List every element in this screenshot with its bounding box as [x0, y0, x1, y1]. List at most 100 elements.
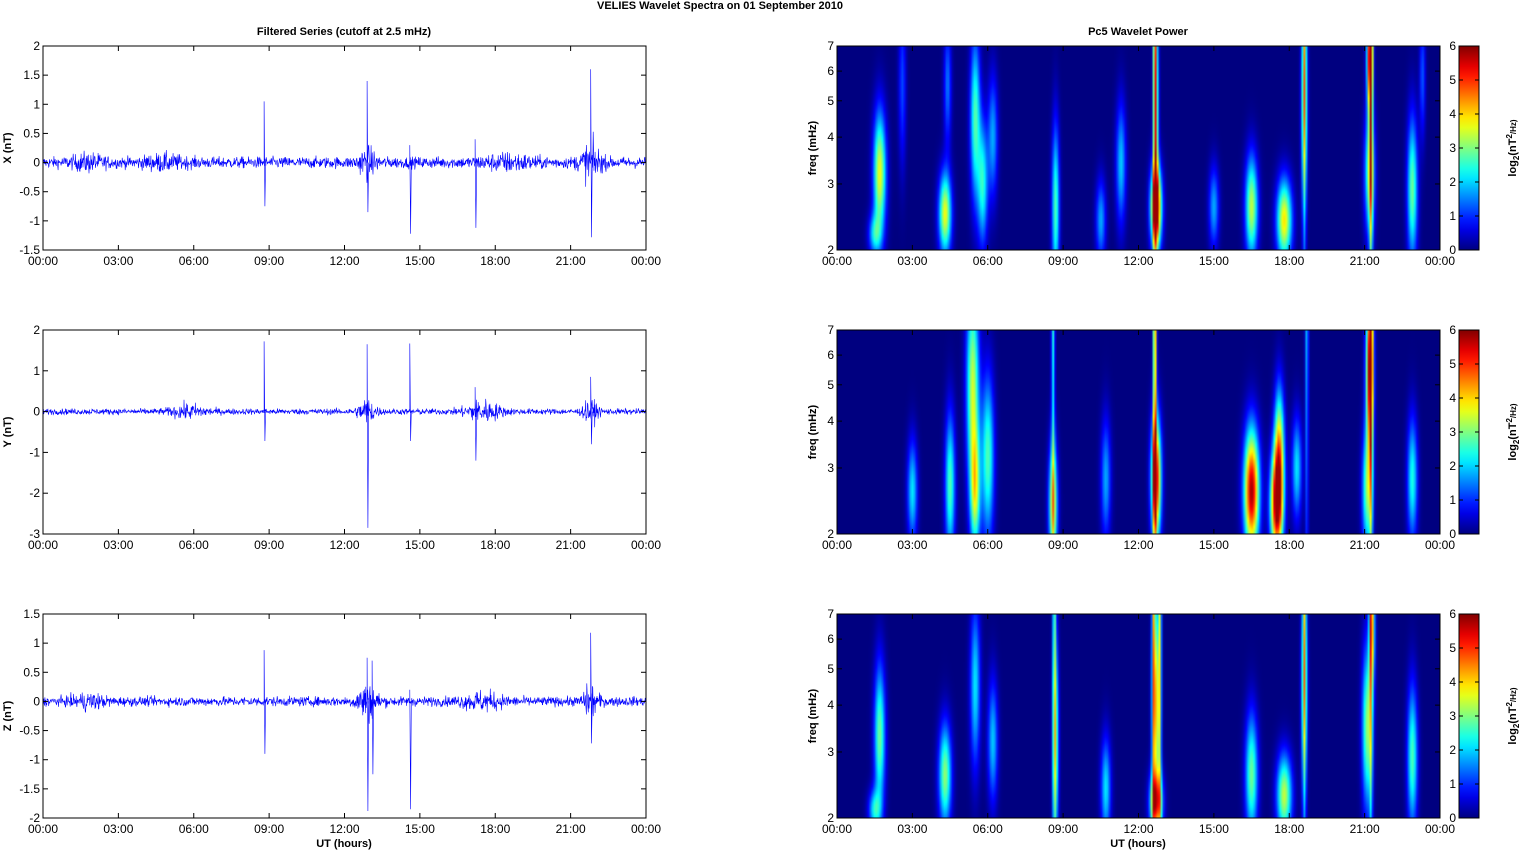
colorbar-label-part: /Hz)	[1509, 403, 1518, 418]
x-tick-label: 00:00	[822, 254, 852, 268]
left-column-title: Filtered Series (cutoff at 2.5 mHz)	[257, 26, 432, 38]
x-tick-label: 00:00	[28, 822, 58, 836]
x-tick-label: 15:00	[405, 822, 435, 836]
left-xlabel: UT (hours)	[316, 838, 372, 850]
y-tick-label: 5	[827, 662, 834, 676]
colorbar-tick-label: 6	[1449, 323, 1456, 337]
colorbar-tick-label: 5	[1449, 641, 1456, 655]
y-tick-label: 3	[827, 745, 834, 759]
x-tick-label: 06:00	[179, 538, 209, 552]
plot-area	[43, 330, 646, 534]
colorbar-tick-label: 3	[1449, 709, 1456, 723]
y-tick-label: 1	[33, 97, 40, 111]
colorbar-label-part: 2	[1512, 723, 1521, 728]
y-axis-label: freq (mHz)	[807, 404, 819, 459]
colorbar-label-part: log	[1507, 444, 1519, 461]
y-tick-label: -2	[29, 486, 40, 500]
series-line	[42, 632, 647, 812]
x-tick-label: 09:00	[254, 254, 284, 268]
y-tick-label: 0	[33, 694, 40, 708]
plot-area	[43, 46, 646, 250]
x-tick-label: 00:00	[28, 254, 58, 268]
plot-area	[43, 614, 646, 818]
series-line	[42, 69, 647, 238]
colorbar-tick-label: 0	[1449, 243, 1456, 257]
y-tick-label: 0.5	[23, 665, 40, 679]
y-tick-label: 6	[827, 64, 834, 78]
y-tick-label: -1.5	[19, 243, 40, 257]
colorbar-tick-label: 5	[1449, 73, 1456, 87]
x-tick-label: 06:00	[973, 538, 1003, 552]
y-axis-label: freq (mHz)	[807, 120, 819, 175]
x-tick-label: 00:00	[1425, 538, 1455, 552]
y-tick-label: -1	[29, 214, 40, 228]
x-tick-label: 21:00	[556, 538, 586, 552]
x-tick-label: 03:00	[897, 254, 927, 268]
y-tick-label: 2	[827, 243, 834, 257]
x-tick-label: 15:00	[1199, 254, 1229, 268]
y-tick-label: 4	[827, 414, 834, 428]
x-tick-label: 06:00	[973, 254, 1003, 268]
colorbar-tick-label: 3	[1449, 425, 1456, 439]
colorbar-tick-label: 1	[1449, 777, 1456, 791]
x-tick-label: 12:00	[1123, 538, 1153, 552]
colorbar-tick-label: 3	[1449, 141, 1456, 155]
colorbar-tick-label: 6	[1449, 39, 1456, 53]
x-tick-label: 21:00	[1350, 822, 1380, 836]
y-tick-label: 2	[33, 39, 40, 53]
y-tick-label: -0.5	[19, 185, 40, 199]
y-tick-label: -1	[29, 753, 40, 767]
x-tick-label: 12:00	[329, 254, 359, 268]
y-tick-label: 1	[33, 636, 40, 650]
x-tick-label: 18:00	[1274, 538, 1304, 552]
x-tick-label: 18:00	[480, 254, 510, 268]
colorbar-label-part: (nT	[1507, 422, 1519, 439]
x-tick-label: 00:00	[1425, 254, 1455, 268]
y-tick-label: -0.5	[19, 724, 40, 738]
y-tick-label: -1.5	[19, 782, 40, 796]
series-panel-2: 1.510.50-0.5-1-1.5-200:00 03:00 06:00 09:00…	[2, 607, 661, 836]
x-tick-label: 12:00	[329, 822, 359, 836]
x-tick-label: 06:00	[973, 822, 1003, 836]
colorbar-label: log2(nT2/Hz)	[1505, 687, 1521, 745]
colorbar-tick-label: 0	[1449, 527, 1456, 541]
x-tick-label: 12:00	[1123, 822, 1153, 836]
x-tick-label: 09:00	[254, 538, 284, 552]
x-tick-label: 15:00	[1199, 538, 1229, 552]
colorbar-label-part: /Hz)	[1509, 119, 1518, 134]
colorbar-tick-label: 1	[1449, 493, 1456, 507]
y-tick-label: 3	[827, 461, 834, 475]
x-tick-label: 09:00	[1048, 254, 1078, 268]
colorbar-label: log2(nT2/Hz)	[1505, 119, 1521, 177]
x-tick-label: 21:00	[556, 254, 586, 268]
x-tick-label: 18:00	[480, 822, 510, 836]
colorbar-tick-label: 4	[1449, 107, 1456, 121]
x-tick-label: 21:00	[1350, 538, 1380, 552]
y-tick-label: -2	[29, 811, 40, 825]
y-tick-label: 4	[827, 130, 834, 144]
y-tick-label: 2	[827, 527, 834, 541]
y-tick-label: 0	[33, 156, 40, 170]
wavelet-power-image	[837, 330, 1440, 534]
y-tick-label: -3	[29, 527, 40, 541]
x-tick-label: 00:00	[631, 538, 661, 552]
colorbar-tick-label: 5	[1449, 357, 1456, 371]
x-tick-label: 03:00	[103, 538, 133, 552]
y-tick-label: 7	[827, 323, 834, 337]
colorbar-label-part: /Hz)	[1509, 687, 1518, 702]
x-tick-label: 00:00	[822, 538, 852, 552]
y-axis-label: freq (mHz)	[807, 688, 819, 743]
colorbar-label-part: log	[1507, 160, 1519, 177]
x-tick-label: 15:00	[405, 538, 435, 552]
y-tick-label: 1.5	[23, 607, 40, 621]
x-tick-label: 00:00	[822, 822, 852, 836]
colorbar-label-part: 2	[1505, 134, 1514, 139]
colorbar-label-part: (nT	[1507, 138, 1519, 155]
x-tick-label: 03:00	[897, 538, 927, 552]
colorbar-label-part: 2	[1505, 418, 1514, 423]
series-line	[42, 341, 647, 528]
